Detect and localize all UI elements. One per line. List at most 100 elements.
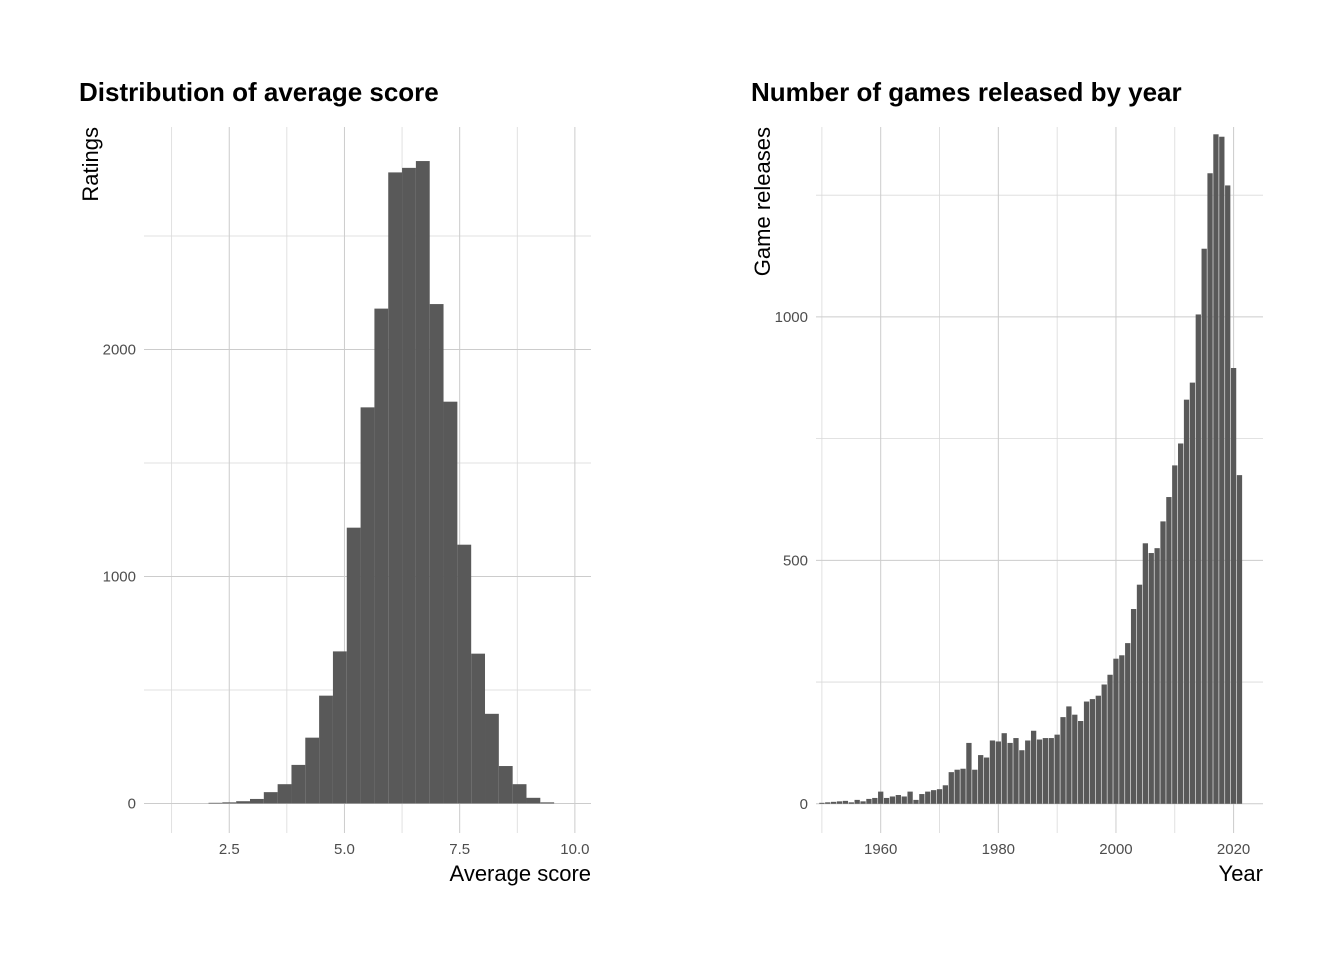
- histogram-bar: [471, 653, 486, 804]
- histogram-bar: [374, 308, 389, 804]
- histogram-bar: [498, 766, 513, 804]
- year-bar: [1125, 643, 1131, 804]
- histogram-bar: [402, 167, 416, 804]
- year-bar: [1013, 738, 1019, 804]
- histogram-panel: Distribution of average score 2.5 5.0 7.5 1…: [78, 77, 591, 886]
- releases-x-tick-labels: 1960 1980 2000 2020: [864, 841, 1250, 858]
- year-bar: [1054, 734, 1060, 804]
- year-bar: [978, 755, 984, 804]
- histogram-bar: [305, 737, 320, 804]
- histogram-bar: [222, 802, 237, 804]
- year-bar: [1201, 248, 1207, 804]
- y-tick-label: 0: [128, 795, 136, 812]
- year-bar: [1142, 543, 1149, 804]
- year-bar: [1154, 548, 1160, 804]
- y-tick-label: 1000: [775, 309, 808, 326]
- histogram-title: Distribution of average score: [79, 77, 439, 107]
- histogram-bar: [388, 172, 403, 804]
- y-tick-label: 1000: [103, 568, 136, 585]
- year-bar: [919, 794, 925, 804]
- x-tick-label: 10.0: [560, 841, 589, 858]
- year-bar: [842, 800, 849, 804]
- year-bar: [960, 768, 966, 804]
- histogram-bar: [332, 651, 347, 804]
- year-bar: [889, 796, 896, 804]
- year-bar: [948, 772, 954, 804]
- year-bar: [983, 757, 990, 804]
- y-tick-label: 2000: [103, 341, 136, 358]
- year-bar: [825, 802, 831, 804]
- year-bar: [954, 769, 960, 804]
- histogram-bar: [208, 802, 223, 804]
- year-bar: [901, 796, 907, 804]
- year-bar: [1213, 134, 1219, 804]
- year-bar: [883, 797, 890, 804]
- year-bar: [878, 791, 884, 804]
- year-bar: [1007, 742, 1013, 804]
- year-bar: [1019, 750, 1025, 804]
- year-bar: [1130, 609, 1137, 804]
- y-tick-label: 0: [800, 796, 808, 813]
- year-bar: [907, 791, 913, 804]
- histogram-bar: [360, 407, 375, 804]
- histogram-x-axis-title: Average score: [450, 861, 591, 886]
- year-bar: [1072, 714, 1078, 804]
- year-bar: [1113, 658, 1119, 804]
- year-bar: [819, 802, 825, 804]
- year-bar: [972, 769, 978, 804]
- x-tick-label: 2000: [1099, 841, 1132, 858]
- histogram-bar: [291, 764, 306, 804]
- histogram-bar: [415, 161, 430, 804]
- year-bar: [930, 790, 937, 804]
- year-bar: [1036, 739, 1043, 804]
- year-bar: [966, 742, 972, 804]
- histogram-bar: [429, 304, 444, 804]
- year-bar: [913, 799, 919, 804]
- year-bar: [1089, 699, 1096, 804]
- histogram-bar: [319, 695, 333, 804]
- year-bar: [1148, 553, 1154, 804]
- releases-y-axis-title: Game releases: [750, 127, 775, 276]
- x-tick-label: 1960: [864, 841, 897, 858]
- year-bar: [836, 801, 843, 804]
- histogram-y-axis-title: Ratings: [78, 127, 103, 202]
- releases-bars: [819, 134, 1243, 804]
- year-bar: [872, 797, 878, 804]
- x-tick-label: 1980: [982, 841, 1015, 858]
- year-bar: [936, 789, 943, 804]
- x-tick-label: 5.0: [334, 841, 355, 858]
- histogram-bars: [208, 161, 555, 804]
- year-bar: [1107, 674, 1113, 804]
- year-bar: [1225, 185, 1231, 804]
- histogram-bar: [249, 798, 264, 804]
- year-bar: [1060, 717, 1066, 804]
- histogram-bar: [263, 792, 278, 804]
- year-bar: [1183, 399, 1190, 804]
- year-bar: [995, 741, 1001, 804]
- histogram-bar: [512, 784, 527, 804]
- y-tick-label: 500: [783, 552, 808, 569]
- releases-x-axis-title: Year: [1219, 861, 1263, 886]
- year-bar: [866, 798, 872, 804]
- year-bar: [925, 791, 931, 804]
- year-bar: [1160, 521, 1166, 804]
- year-bar: [860, 801, 866, 804]
- year-bar: [1066, 706, 1072, 804]
- year-bar: [1001, 733, 1007, 804]
- year-bar: [1030, 730, 1037, 804]
- year-bar: [1025, 740, 1031, 804]
- histogram-bar: [485, 713, 499, 804]
- histogram-bar: [457, 544, 472, 804]
- year-bar: [854, 799, 860, 804]
- x-tick-label: 2020: [1217, 841, 1250, 858]
- histogram-bar: [443, 401, 458, 804]
- year-bar: [1078, 721, 1084, 804]
- year-bar: [848, 802, 854, 804]
- x-tick-label: 2.5: [219, 841, 240, 858]
- year-bar: [1236, 475, 1243, 804]
- releases-panel: Number of games released by year 1960 198…: [750, 77, 1263, 886]
- histogram-bar: [526, 797, 541, 804]
- year-bar: [1083, 701, 1090, 804]
- releases-title: Number of games released by year: [751, 77, 1182, 107]
